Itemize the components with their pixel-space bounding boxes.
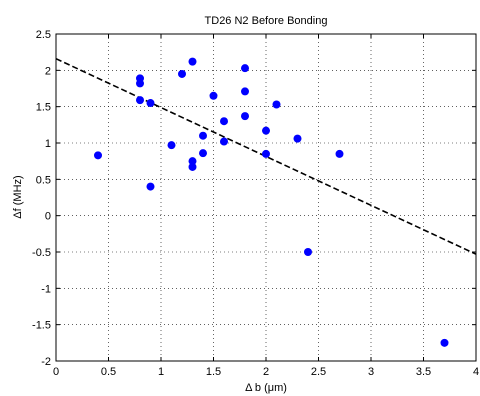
data-point: [199, 149, 207, 158]
x-tick-label: 1.5: [206, 366, 221, 378]
data-point: [241, 64, 249, 73]
x-tick-label: 2.5: [311, 366, 326, 378]
x-tick-label: 2: [263, 366, 269, 378]
y-tick-label: -2: [41, 356, 51, 368]
x-tick-label: 1: [158, 366, 164, 378]
data-point: [146, 182, 155, 191]
chart-title: TD26 N2 Before Bonding: [205, 15, 328, 27]
tick-marks: [55, 33, 477, 362]
y-tick-label: 0: [45, 211, 51, 223]
data-point: [188, 162, 197, 171]
data-point: [136, 79, 144, 88]
data-point: [262, 149, 270, 158]
data-point: [220, 137, 228, 146]
y-tick-label: 2: [45, 65, 51, 77]
x-tick-label: 0.5: [101, 366, 116, 378]
y-tick-label: -1.5: [32, 320, 51, 332]
y-tick-label: 1: [45, 138, 51, 150]
fit-line-group: [55, 57, 477, 255]
data-point: [199, 131, 207, 140]
data-point: [178, 69, 186, 78]
y-tick-label: -1: [41, 283, 51, 295]
x-tick-labels: 0 0.5 1 1.5 2 2.5 3 3.5 4: [53, 366, 479, 378]
data-point: [146, 99, 155, 108]
y-axis-label: Δf (MHz): [12, 175, 24, 218]
data-point: [440, 338, 449, 347]
plot-area: [56, 34, 476, 361]
data-point: [220, 117, 228, 126]
data-points: [94, 57, 449, 347]
y-tick-label: 1.5: [36, 102, 51, 114]
data-point: [304, 248, 312, 256]
data-point: [188, 57, 197, 66]
x-tick-label: 3.5: [416, 366, 431, 378]
y-tick-label: -0.5: [32, 247, 51, 259]
data-point: [209, 91, 218, 100]
data-point: [136, 96, 144, 105]
x-tick-label: 0: [53, 366, 59, 378]
data-point: [335, 149, 344, 158]
fit-line: [55, 57, 477, 255]
data-point: [94, 151, 102, 160]
x-tick-label: 3: [368, 366, 374, 378]
data-point: [241, 87, 249, 96]
data-point: [241, 112, 249, 121]
y-tick-labels: -2 -1.5 -1 -0.5 0 0.5 1 1.5 2 2.5: [32, 29, 51, 368]
y-tick-label: 0.5: [36, 174, 51, 186]
data-point: [188, 157, 197, 166]
x-tick-label: 4: [473, 366, 479, 378]
data-point: [272, 100, 281, 109]
y-tick-label: 2.5: [36, 29, 51, 41]
data-point: [167, 141, 176, 150]
data-point: [262, 126, 270, 135]
data-point: [293, 134, 302, 143]
grid-lines: [56, 34, 476, 361]
x-axis-label: Δ b (μm): [245, 382, 287, 394]
